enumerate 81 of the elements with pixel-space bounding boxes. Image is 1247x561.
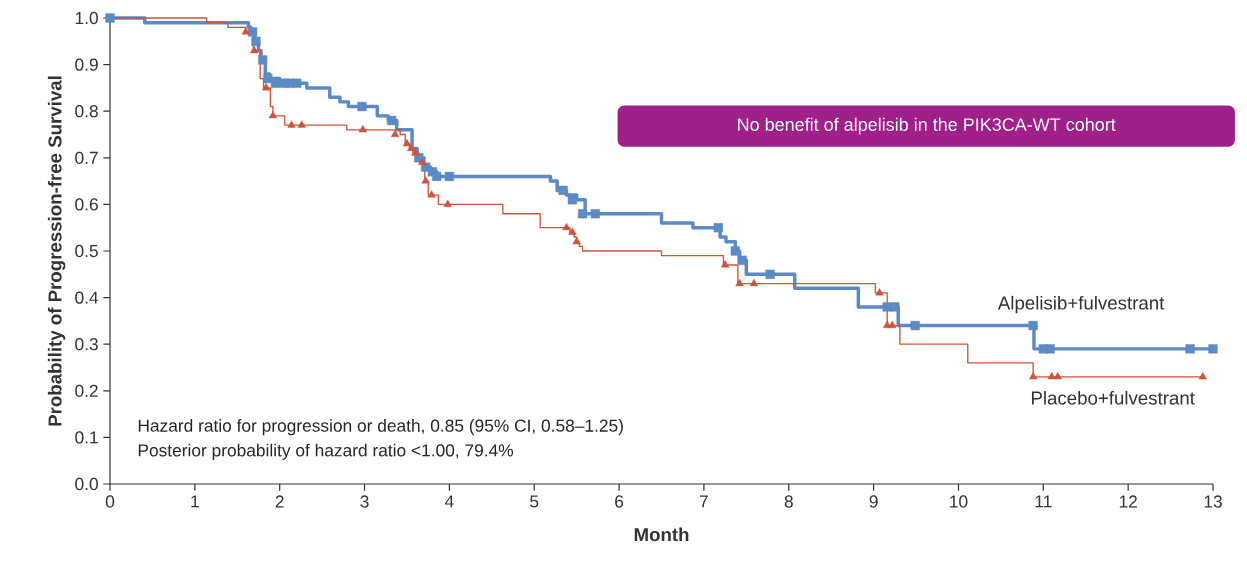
- point: [258, 55, 268, 65]
- y-tick-label: 0.8: [75, 105, 98, 118]
- point: [888, 320, 897, 329]
- x-tick-label: 12: [1119, 495, 1137, 508]
- y-tick-label: 0.6: [75, 198, 98, 211]
- point: [297, 120, 306, 128]
- annotation: Hazard ratio for progression or death, 0.85 (95% CI, 0.58–1.25): [138, 419, 623, 436]
- point: [1053, 372, 1062, 380]
- y-axis-title: Probability of Progression-free Survival: [47, 76, 66, 426]
- point: [568, 227, 577, 235]
- point: [890, 302, 900, 312]
- point: [721, 260, 730, 268]
- point: [407, 143, 416, 151]
- x-tick-label: 1: [191, 495, 199, 508]
- point: [749, 278, 759, 287]
- point: [737, 255, 747, 265]
- x-tick-label: 9: [869, 495, 878, 508]
- x-tick-label: 13: [1204, 495, 1222, 508]
- point: [910, 320, 920, 331]
- point: [572, 236, 581, 245]
- point: [358, 125, 367, 133]
- point: [418, 157, 427, 165]
- point: [590, 209, 600, 219]
- point: [444, 171, 454, 182]
- point: [268, 111, 278, 119]
- x-tick-label: 0: [105, 495, 115, 508]
- x-tick-label: 3: [360, 495, 369, 508]
- point: [558, 185, 568, 196]
- y-tick-label: 0.3: [75, 338, 98, 351]
- point: [247, 27, 258, 37]
- point: [411, 148, 420, 156]
- series-label: Placebo+fulvestrant: [1031, 390, 1195, 405]
- point: [1185, 344, 1195, 354]
- point: [357, 101, 367, 112]
- x-tick-label: 5: [530, 495, 539, 508]
- y-tick-label: 1.0: [75, 11, 98, 25]
- point: [261, 83, 271, 91]
- x-axis-title: Month: [634, 527, 689, 542]
- y-tick-label: 0.0: [75, 477, 98, 491]
- x-tick-label: 6: [615, 495, 624, 508]
- y-tick-label: 0.9: [75, 58, 98, 71]
- point: [562, 222, 571, 231]
- point: [577, 209, 588, 219]
- y-tick-label: 0.2: [75, 384, 98, 397]
- point: [287, 120, 296, 128]
- x-tick-label: 4: [444, 495, 454, 508]
- point: [875, 288, 884, 296]
- point: [427, 190, 436, 198]
- point: [735, 278, 744, 287]
- point: [292, 78, 302, 88]
- point: [1028, 320, 1038, 331]
- point: [251, 36, 261, 46]
- point: [387, 115, 397, 126]
- point: [443, 199, 452, 207]
- point: [390, 129, 400, 137]
- y-tick-label: 0.5: [75, 244, 98, 258]
- series-label: Alpelisib+fulvestrant: [997, 295, 1165, 314]
- point: [432, 171, 442, 182]
- point: [713, 223, 723, 233]
- point: [567, 195, 578, 205]
- x-tick-label: 2: [275, 495, 284, 508]
- point: [1198, 372, 1207, 380]
- point: [402, 139, 412, 147]
- annotation: Posterior probability of hazard ratio <1.00, 79.4%: [138, 443, 514, 460]
- point: [765, 269, 775, 279]
- point: [1029, 372, 1038, 380]
- point: [421, 176, 430, 184]
- point: [105, 13, 115, 23]
- point: [241, 27, 250, 35]
- y-tick-label: 0.1: [75, 431, 98, 444]
- annotation: No benefit of alpelisib in the PIK3CA-WT cohort: [738, 117, 1116, 135]
- point: [1208, 344, 1218, 354]
- point: [730, 246, 740, 256]
- y-tick-label: 0.4: [75, 291, 99, 304]
- x-tick-label: 8: [784, 495, 793, 508]
- x-tick-label: 11: [1035, 495, 1052, 508]
- point: [1045, 344, 1055, 354]
- y-tick-label: 0.7: [75, 151, 98, 164]
- point: [250, 45, 259, 54]
- x-tick-label: 7: [700, 495, 708, 508]
- x-tick-label: 10: [950, 495, 968, 508]
